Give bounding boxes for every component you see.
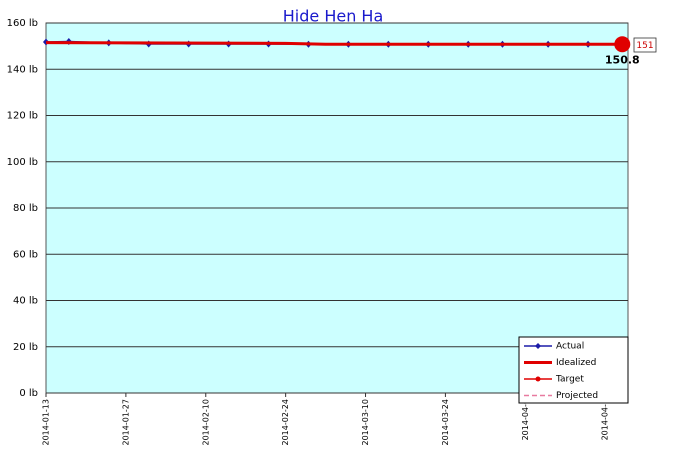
current-label: 151 bbox=[636, 41, 653, 51]
legend-label: Target bbox=[555, 375, 584, 385]
x-tick-label: 2014-02-24 bbox=[281, 399, 290, 446]
y-tick-label: 80 lb bbox=[13, 203, 38, 214]
x-tick-label: 2014-04-2 bbox=[601, 399, 610, 440]
current-box bbox=[633, 37, 657, 53]
y-tick-label: 160 lb bbox=[7, 18, 38, 29]
x-tick-label: 2014-01-13 bbox=[42, 399, 51, 446]
y-tick-label: 60 lb bbox=[13, 249, 38, 260]
legend-label: Projected bbox=[556, 391, 598, 401]
series-line bbox=[45, 41, 623, 46]
x-tick-label: 2014-03-10 bbox=[361, 399, 370, 446]
legend-label: Idealized bbox=[556, 358, 596, 368]
annotation-label: 150.8 bbox=[605, 53, 640, 66]
legend-dot bbox=[535, 376, 541, 382]
y-tick-label: 0 lb bbox=[19, 388, 38, 399]
chart-title: Hide Hen Ha bbox=[283, 7, 384, 26]
x-tick-label: 2014-01-27 bbox=[121, 399, 130, 446]
y-tick-label: 120 lb bbox=[7, 111, 38, 122]
x-tick-label: 2014-04-0 bbox=[521, 399, 530, 440]
legend-label: Actual bbox=[556, 342, 584, 352]
y-tick-label: 140 lb bbox=[7, 64, 38, 75]
end-marker bbox=[614, 36, 631, 53]
y-tick-label: 100 lb bbox=[7, 157, 38, 168]
legend-dot bbox=[535, 343, 541, 349]
y-tick-label: 20 lb bbox=[13, 342, 38, 353]
x-tick-label: 2014-02-10 bbox=[201, 399, 210, 446]
y-tick-label: 40 lb bbox=[13, 296, 38, 307]
x-tick-label: 2014-03-24 bbox=[441, 399, 450, 446]
